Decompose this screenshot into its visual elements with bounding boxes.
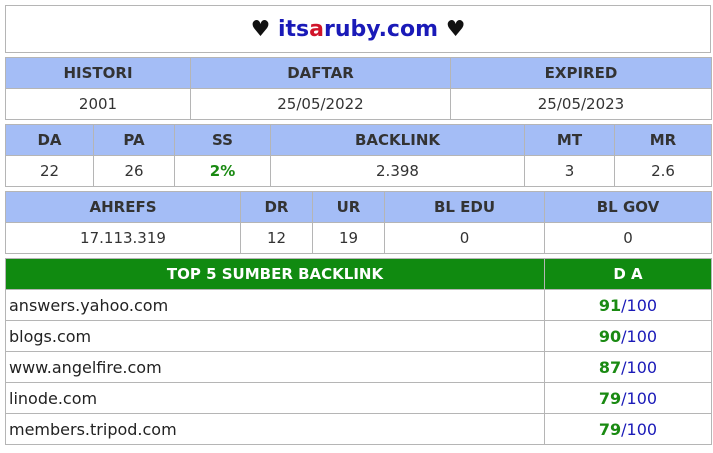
registration-value-row: 2001 25/05/2022 25/05/2023: [5, 88, 712, 120]
header-ahrefs: AHREFS: [5, 191, 241, 223]
backlink-row: www.angelfire.com 87/100: [5, 351, 712, 383]
site-name-part1: its: [277, 16, 310, 42]
header-bl-edu: BL EDU: [384, 191, 545, 223]
backlink-domain: linode.com: [5, 382, 545, 414]
header-da-score: D A: [544, 258, 712, 290]
value-ss: 2%: [174, 155, 271, 187]
backlink-da-value: 79: [598, 419, 622, 439]
backlink-row: members.tripod.com 79/100: [5, 413, 712, 445]
value-expired: 25/05/2023: [450, 88, 712, 120]
top-backlinks-table: TOP 5 SUMBER BACKLINK D A answers.yahoo.…: [5, 258, 712, 445]
header-bl-gov: BL GOV: [544, 191, 712, 223]
header-dr: DR: [240, 191, 313, 223]
header-ur: UR: [312, 191, 385, 223]
backlink-row: answers.yahoo.com 91/100: [5, 289, 712, 321]
metrics-table: DA PA SS BACKLINK MT MR 22 26 2% 2.398 3…: [5, 124, 712, 187]
backlink-da-value: 91: [598, 295, 622, 315]
backlink-row: linode.com 79/100: [5, 382, 712, 414]
metrics-value-row: 22 26 2% 2.398 3 2.6: [5, 155, 712, 187]
metrics-header-row: DA PA SS BACKLINK MT MR: [5, 124, 712, 156]
value-bl-gov: 0: [544, 222, 712, 254]
header-backlink: BACKLINK: [270, 124, 525, 156]
ahrefs-value-row: 17.113.319 12 19 0 0: [5, 222, 712, 254]
header-da: DA: [5, 124, 94, 156]
backlink-da-max: 100: [626, 357, 658, 377]
backlink-row: blogs.com 90/100: [5, 320, 712, 352]
backlink-da-value: 79: [598, 388, 622, 408]
site-name-part3: ruby.com: [323, 16, 439, 42]
backlink-da-value: 90: [598, 326, 622, 346]
backlink-da-value: 87: [598, 357, 622, 377]
site-name-part2: a: [309, 16, 324, 42]
value-mr: 2.6: [614, 155, 712, 187]
backlink-da: 91/100: [544, 289, 712, 321]
value-ur: 19: [312, 222, 385, 254]
backlink-domain: www.angelfire.com: [5, 351, 545, 383]
header-mr: MR: [614, 124, 712, 156]
value-histori: 2001: [5, 88, 191, 120]
heart-icon-right: ♥: [445, 16, 466, 42]
header-top-sources: TOP 5 SUMBER BACKLINK: [5, 258, 545, 290]
backlink-da: 79/100: [544, 382, 712, 414]
header-histori: HISTORI: [5, 57, 191, 89]
value-ahrefs: 17.113.319: [5, 222, 241, 254]
value-da: 22: [5, 155, 94, 187]
backlink-da-max: 100: [626, 295, 658, 315]
ahrefs-table: AHREFS DR UR BL EDU BL GOV 17.113.319 12…: [5, 191, 712, 254]
backlink-da-max: 100: [626, 388, 658, 408]
registration-table: HISTORI DAFTAR EXPIRED 2001 25/05/2022 2…: [5, 57, 712, 120]
heart-icon-left: ♥: [250, 16, 271, 42]
backlink-da: 87/100: [544, 351, 712, 383]
backlink-da: 90/100: [544, 320, 712, 352]
backlink-domain: answers.yahoo.com: [5, 289, 545, 321]
value-mt: 3: [524, 155, 615, 187]
value-dr: 12: [240, 222, 313, 254]
value-bl-edu: 0: [384, 222, 545, 254]
registration-header-row: HISTORI DAFTAR EXPIRED: [5, 57, 712, 89]
header-ss: SS: [174, 124, 271, 156]
site-title: ♥ its a ruby.com ♥: [5, 5, 711, 53]
header-mt: MT: [524, 124, 615, 156]
header-expired: EXPIRED: [450, 57, 712, 89]
backlink-da-max: 100: [626, 326, 658, 346]
value-daftar: 25/05/2022: [190, 88, 451, 120]
backlink-da-max: 100: [626, 419, 658, 439]
value-pa: 26: [93, 155, 175, 187]
header-pa: PA: [93, 124, 175, 156]
value-backlink: 2.398: [270, 155, 525, 187]
backlink-domain: blogs.com: [5, 320, 545, 352]
backlink-domain: members.tripod.com: [5, 413, 545, 445]
backlink-da: 79/100: [544, 413, 712, 445]
ahrefs-header-row: AHREFS DR UR BL EDU BL GOV: [5, 191, 712, 223]
header-daftar: DAFTAR: [190, 57, 451, 89]
backlinks-header-row: TOP 5 SUMBER BACKLINK D A: [5, 258, 712, 290]
